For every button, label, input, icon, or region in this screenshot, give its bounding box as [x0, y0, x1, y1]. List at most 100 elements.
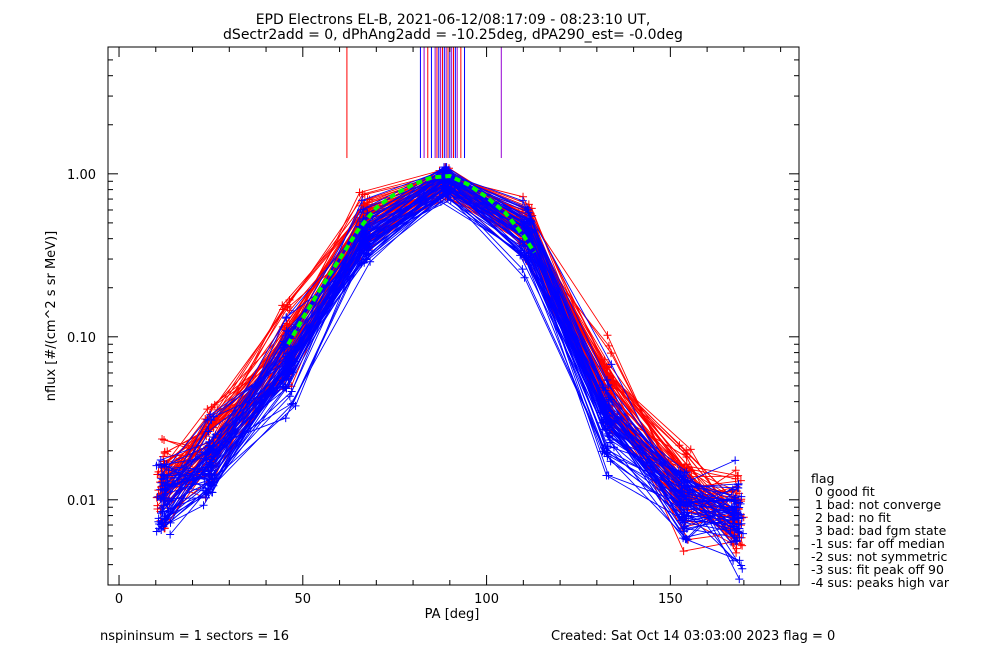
red-spectrum-point	[524, 200, 533, 209]
blue-spectrum	[162, 187, 736, 542]
red-spectrum-point	[609, 377, 618, 386]
blue-spectrum-point	[359, 249, 368, 258]
red-spectrum-point	[152, 493, 161, 502]
blue-spectrum-point	[443, 193, 452, 201]
blue-spectrum-point	[159, 522, 168, 531]
y-axis-label: nflux [#/(cm^2 s sr MeV)]	[44, 231, 59, 401]
blue-spectrum-point	[733, 483, 742, 492]
blue-spectrum-point	[159, 501, 168, 510]
fit-layer	[286, 173, 537, 346]
blue-spectrum-point	[203, 463, 212, 472]
blue-spectrum-point	[607, 395, 616, 404]
blue-spectrum-point	[282, 326, 291, 335]
blue-spectrum-point	[154, 514, 163, 523]
blue-spectrum-point	[202, 488, 211, 497]
blue-spectrum-point	[161, 515, 170, 524]
blue-spectrum	[161, 188, 737, 513]
blue-spectrum-point	[358, 196, 367, 205]
blue-spectrum-point	[736, 499, 745, 508]
blue-spectrum-point	[358, 238, 367, 247]
blue-spectrum-point	[207, 480, 216, 489]
blue-spectrum-point	[201, 493, 210, 502]
blue-spectrum-point	[204, 441, 213, 450]
y-tick-label: 0.10	[67, 331, 96, 346]
blue-spectrum-point	[731, 522, 740, 531]
blue-spectrum-point	[600, 397, 609, 406]
red-spectrum-point	[355, 188, 364, 197]
blue-spectrum-point	[366, 257, 375, 266]
blue-spectrum-point	[734, 528, 743, 537]
red-spectrum-point	[734, 471, 743, 480]
blue-spectrum-point	[739, 529, 748, 538]
footer-left: nspininsum = 1 sectors = 16	[100, 629, 289, 644]
blue-spectrum-point	[610, 416, 619, 425]
blue-spectrum-point	[606, 438, 615, 447]
red-spectrum-point	[603, 331, 612, 340]
blue-spectrum-point	[680, 478, 689, 487]
blue-spectrum-point	[727, 538, 736, 547]
blue-spectrum-point	[520, 273, 529, 282]
blue-spectrum-point	[164, 465, 173, 474]
red-spectrum-point	[160, 436, 169, 445]
blue-spectrum-point	[154, 524, 163, 533]
blue-spectrum-point	[158, 507, 167, 516]
blue-spectrum-point	[518, 222, 527, 231]
blue-spectrum-point	[607, 360, 616, 369]
x-tick-label: 0	[115, 592, 123, 607]
blue-spectrum	[170, 196, 740, 539]
blue-spectrum-point	[446, 188, 455, 197]
red-spectrum-point	[203, 405, 212, 414]
x-tick-label: 50	[295, 592, 312, 607]
red-spectrum-point	[604, 341, 613, 350]
blue-spectrum-point	[729, 516, 738, 525]
blue-spectrum-point	[157, 495, 166, 504]
legend-item: 3 bad: bad fgm state	[811, 523, 947, 538]
blue-spectrum-point	[518, 196, 527, 205]
blue-spectrum-point	[282, 314, 291, 323]
legend-item: -4 sus: peaks high var	[811, 575, 950, 590]
blue-spectrum-point	[362, 230, 371, 239]
legend-item: -3 sus: fit peak off 90	[811, 562, 944, 577]
blue-spectrum-point	[286, 400, 295, 409]
red-spectrum	[160, 180, 735, 539]
blue-spectrum-point	[161, 479, 170, 488]
blue-spectrum-point	[204, 469, 213, 478]
blue-spectrum-point	[676, 489, 685, 498]
blue-spectrum-point	[735, 556, 744, 565]
blue-spectrum-point	[737, 561, 746, 570]
blue-spectrum-point	[281, 383, 290, 392]
red-spectrum-point	[686, 445, 695, 454]
red-spectrum-point	[365, 195, 374, 204]
red-spectrum-point	[153, 505, 162, 514]
blue-spectrum-point	[677, 477, 686, 486]
red-spectrum	[167, 183, 737, 549]
blue-spectrum-point	[676, 501, 685, 510]
data-layer	[152, 47, 748, 584]
blue-spectrum-point	[287, 387, 296, 396]
blue-spectrum-point	[682, 468, 691, 477]
blue-spectrum-point	[203, 415, 212, 424]
red-spectrum-point	[681, 450, 690, 459]
blue-spectrum-point	[199, 501, 208, 510]
blue-spectrum-point	[212, 446, 221, 455]
blue-spectrum-point	[734, 514, 743, 523]
blue-spectrum-point	[440, 184, 449, 193]
blue-spectrum-point	[735, 498, 744, 507]
red-spectrum-point	[679, 547, 688, 556]
blue-spectrum-point	[604, 380, 613, 389]
plot-frame	[107, 46, 800, 586]
red-spectrum-point	[360, 190, 369, 199]
x-axis-label: PA [deg]	[425, 607, 480, 622]
legend-item: -2 sus: not symmetric	[811, 549, 947, 564]
y-tick-label: 1.00	[67, 168, 96, 183]
blue-spectrum-point	[288, 399, 297, 408]
x-tick-label: 100	[474, 592, 499, 607]
red-spectrum-point	[158, 435, 167, 444]
y-tick-label: 0.01	[67, 494, 96, 509]
blue-spectrum-point	[680, 522, 689, 531]
legend-item: 2 bad: no fit	[811, 510, 891, 525]
blue-spectrum-point	[522, 253, 531, 262]
blue-spectrum-point	[157, 463, 166, 472]
blue-spectrum-point	[606, 457, 615, 466]
